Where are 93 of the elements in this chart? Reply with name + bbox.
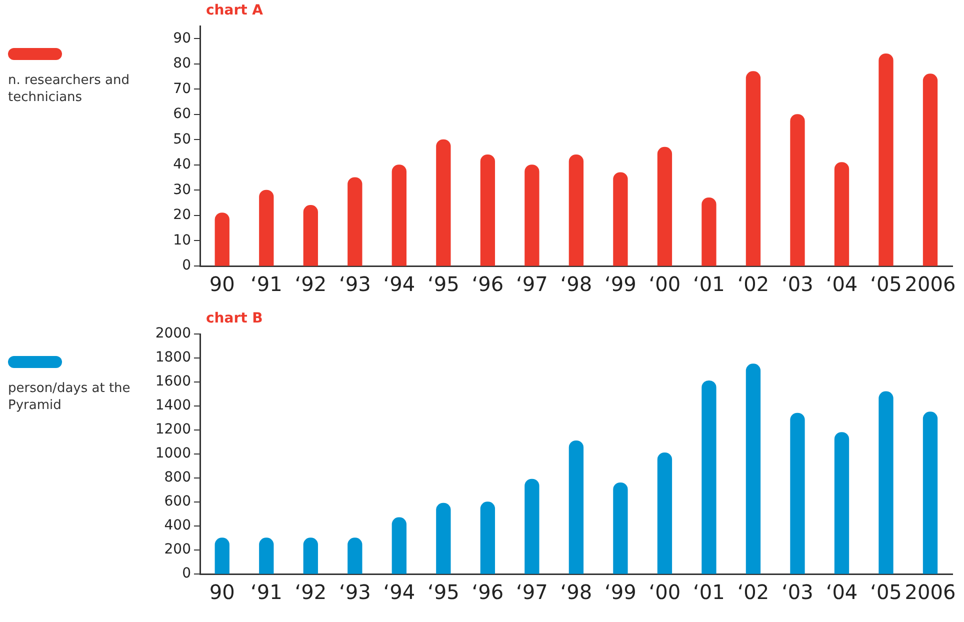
y-tick-label: 20	[173, 207, 191, 224]
bar	[259, 190, 274, 266]
x-tick-label: ‘02	[737, 580, 770, 604]
bar	[480, 154, 496, 266]
y-tick-label: 50	[173, 131, 191, 148]
bar	[613, 172, 628, 266]
y-tick-label: 1000	[155, 446, 191, 462]
bar	[834, 162, 850, 266]
bar	[392, 517, 406, 574]
x-tick-label: ‘05	[870, 580, 902, 604]
bar	[480, 502, 496, 574]
x-tick-label: ‘98	[560, 272, 592, 296]
bar	[214, 212, 230, 266]
y-tick-label: 80	[173, 56, 191, 72]
y-tick-label: 60	[173, 106, 191, 122]
y-tick-label: 0	[182, 566, 191, 582]
x-tick-label: 2006	[904, 580, 956, 604]
chart-title: chart A	[206, 2, 264, 19]
x-tick-label: ‘93	[338, 272, 371, 296]
x-tick-label: ‘95	[428, 580, 460, 604]
y-tick-label: 0	[182, 258, 191, 274]
y-tick-label: 1200	[155, 422, 191, 438]
x-tick-label: ‘02	[737, 272, 770, 296]
x-tick-label: ‘03	[782, 580, 814, 604]
x-tick-label: ‘04	[826, 580, 858, 604]
bar	[878, 53, 894, 266]
x-tick-label: ‘03	[782, 272, 814, 296]
y-tick-label: 1800	[155, 350, 191, 366]
x-tick-label: ‘96	[472, 580, 504, 604]
bar	[878, 391, 894, 574]
y-tick-label: 400	[164, 518, 191, 534]
bar	[303, 538, 318, 574]
bar	[568, 154, 584, 266]
y-tick-label: 70	[173, 80, 191, 97]
bar	[657, 146, 672, 266]
y-tick-label: 2000	[155, 326, 191, 342]
x-tick-label: ‘97	[516, 272, 548, 296]
bar	[790, 114, 805, 266]
x-tick-label: ‘00	[648, 272, 681, 296]
bar	[834, 432, 850, 574]
x-tick-label: ‘92	[294, 272, 327, 296]
x-tick-label: 90	[209, 272, 235, 296]
x-tick-label: ‘95	[428, 272, 460, 296]
bar	[746, 364, 761, 574]
bar	[790, 412, 805, 574]
bar	[524, 164, 540, 266]
bar	[436, 139, 451, 266]
x-tick-label: ‘04	[826, 272, 858, 296]
bar	[702, 380, 716, 574]
chart-title: chart B	[206, 310, 263, 327]
bar	[746, 71, 761, 266]
bar	[524, 478, 540, 574]
x-tick-label: ‘92	[294, 580, 327, 604]
x-tick-label: ‘01	[693, 272, 725, 296]
y-tick-label: 600	[164, 494, 191, 510]
y-tick-label: 90	[173, 30, 191, 46]
x-tick-label: ‘91	[250, 272, 282, 296]
y-tick-label: 30	[173, 182, 191, 198]
x-tick-label: ‘00	[648, 580, 681, 604]
y-tick-label: 10	[173, 232, 191, 248]
x-tick-label: ‘94	[383, 272, 416, 296]
bar	[568, 440, 584, 574]
x-tick-label: ‘96	[472, 272, 504, 296]
x-tick-label: ‘94	[383, 580, 416, 604]
x-tick-label: ‘93	[338, 580, 371, 604]
bar	[436, 502, 451, 574]
y-tick-label: 800	[164, 470, 191, 486]
x-tick-label: ‘05	[870, 272, 902, 296]
bar	[259, 538, 274, 574]
bar	[303, 205, 318, 266]
legend-label: n. researchers and technicians	[8, 73, 130, 105]
x-tick-label: ‘99	[604, 580, 636, 604]
bar	[392, 164, 406, 266]
bar	[922, 412, 938, 574]
bar	[702, 197, 716, 266]
x-tick-label: ‘98	[560, 580, 592, 604]
y-tick-label: 1400	[155, 398, 191, 414]
y-tick-label: 40	[173, 156, 191, 173]
bar	[613, 482, 628, 574]
y-tick-label: 1600	[155, 374, 191, 390]
x-tick-label: 2006	[904, 272, 956, 296]
bar	[348, 538, 362, 574]
y-tick-label: 200	[164, 542, 191, 558]
x-tick-label: ‘91	[250, 580, 282, 604]
bar	[657, 452, 672, 574]
x-tick-label: ‘99	[604, 272, 636, 296]
bar	[348, 177, 362, 266]
bar	[214, 538, 230, 574]
x-tick-label: ‘97	[516, 580, 548, 604]
x-tick-label: 90	[209, 580, 235, 604]
legend-label: person/days at the Pyramid	[8, 381, 130, 413]
x-tick-label: ‘01	[693, 580, 725, 604]
bar	[922, 74, 938, 266]
